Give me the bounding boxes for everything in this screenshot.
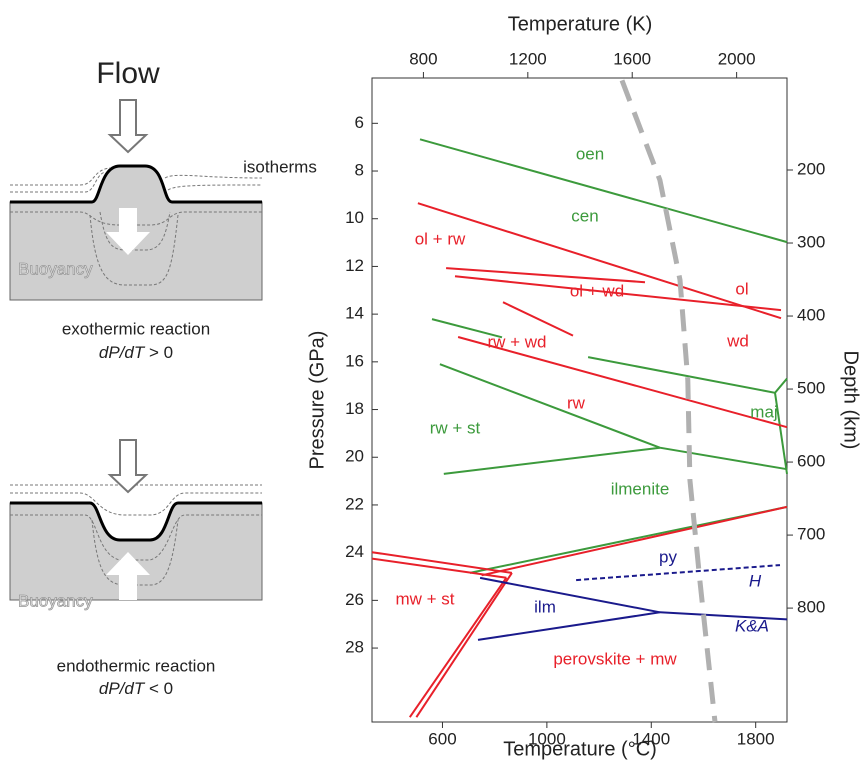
y2-tick-label: 400 — [797, 306, 825, 325]
y-tick-label: 16 — [345, 351, 364, 370]
buoyancy-label: Buoyancy — [18, 591, 93, 610]
x2-tick-label: 1200 — [509, 49, 547, 68]
flow-arrow — [107, 99, 149, 154]
phase-label: perovskite + mw — [553, 649, 677, 668]
phase-line — [576, 564, 781, 582]
phase-label: K&A — [735, 616, 769, 635]
x-tick-label: 600 — [428, 729, 456, 748]
x-title: Temperature (°C) — [503, 738, 657, 760]
y2-title: Depth (km) — [840, 351, 862, 450]
y-tick-label: 20 — [345, 447, 364, 466]
y2-tick-label: 500 — [797, 379, 825, 398]
phase-label: rw + wd — [487, 332, 546, 351]
y-tick-label: 26 — [345, 590, 364, 609]
x2-tick-label: 2000 — [718, 49, 756, 68]
slope-sign: > 0 — [149, 343, 173, 362]
phase-line — [774, 392, 788, 475]
reaction-label: endothermic reaction — [57, 656, 216, 675]
schematic-title: Flow — [96, 57, 160, 90]
y-tick-label: 22 — [345, 494, 364, 513]
phase-label: ilm — [534, 597, 556, 616]
y2-tick-label: 600 — [797, 452, 825, 471]
phase-label: maj — [750, 402, 777, 421]
phase-line — [457, 336, 788, 429]
y-tick-label: 10 — [345, 208, 364, 227]
phase-line — [419, 138, 788, 244]
phase-label: ol + rw — [415, 229, 466, 248]
y2-tick-label: 800 — [797, 598, 825, 617]
flow-arrow — [107, 439, 149, 494]
phase-label: mw + st — [395, 589, 454, 608]
x-tick-label: 1400 — [632, 729, 670, 748]
isotherm-bold — [10, 164, 262, 204]
phase-line — [417, 202, 782, 320]
y-title: Pressure (GPa) — [306, 331, 328, 470]
buoyancy-arrow — [106, 552, 150, 600]
phase-label: ol — [735, 279, 748, 298]
x2-tick-label: 800 — [409, 49, 437, 68]
phase-label: cen — [571, 206, 598, 225]
isotherm-bold — [10, 501, 262, 542]
x-tick-label: 1000 — [528, 729, 566, 748]
phase-line — [659, 611, 788, 621]
phase-line — [431, 318, 503, 339]
slope-label: dP/dT < 0 — [99, 679, 173, 698]
y-tick-label: 12 — [345, 256, 364, 275]
phase-line — [446, 267, 646, 284]
slope-label: dP/dT > 0 — [99, 343, 173, 362]
reaction-label: exothermic reaction — [62, 319, 210, 338]
phase-line — [415, 572, 513, 718]
slope-symbol: dP/dT — [99, 343, 146, 362]
x-tick-label: 1800 — [737, 729, 775, 748]
y-tick-label: 24 — [345, 542, 364, 561]
x2-tick-label: 1600 — [613, 49, 651, 68]
y-tick-label: 8 — [355, 161, 364, 180]
x2-title: Temperature (K) — [508, 13, 653, 35]
slope-symbol: dP/dT — [99, 679, 146, 698]
phase-line — [502, 301, 574, 337]
isotherms-label: isotherms — [243, 157, 317, 176]
phase-label: rw — [567, 393, 586, 412]
phase-label: ilmenite — [611, 479, 670, 498]
phase-line — [477, 611, 661, 641]
phase-line — [371, 551, 513, 574]
buoyancy-label: Buoyancy — [18, 259, 93, 278]
phase-label: py — [659, 547, 677, 566]
buoyancy-arrow — [106, 208, 150, 255]
phase-line — [481, 505, 788, 577]
plot-frame — [371, 77, 788, 723]
y2-tick-label: 700 — [797, 525, 825, 544]
phase-line — [479, 576, 661, 614]
schematic: Flow isotherms Buoyancy exothermic react… — [9, 57, 317, 698]
phase-label: oen — [576, 144, 604, 163]
chart: Temperature (K) Temperature (°C) Pressur… — [306, 13, 861, 760]
y-tick-label: 6 — [355, 113, 364, 132]
phase-line — [454, 275, 782, 312]
phase-line — [443, 446, 661, 475]
phase-line — [408, 577, 508, 718]
y2-tick-label: 300 — [797, 233, 825, 252]
y-tick-label: 28 — [345, 638, 364, 657]
phase-label: wd — [726, 331, 749, 350]
slope-sign: < 0 — [149, 679, 173, 698]
y-tick-label: 14 — [345, 304, 364, 323]
phase-label: ol + wd — [570, 281, 624, 300]
y-tick-label: 18 — [345, 399, 364, 418]
phase-line — [619, 79, 718, 723]
phase-label: H — [749, 571, 762, 590]
phase-label: rw + st — [430, 418, 481, 437]
y2-tick-label: 200 — [797, 159, 825, 178]
